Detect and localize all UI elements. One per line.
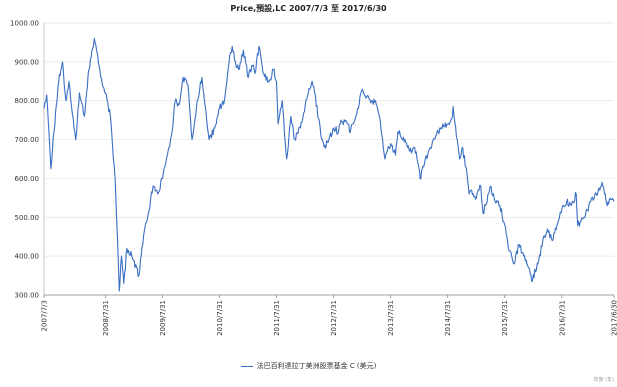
axes	[43, 23, 615, 298]
y-tick-label: 500.00	[15, 214, 40, 222]
y-tick-label: 400.00	[15, 253, 40, 261]
x-tick-label: 2010/7/31	[216, 300, 224, 336]
series-layer	[43, 37, 615, 292]
x-tick-label: 2017/6/30	[611, 300, 617, 336]
y-tick-label: 600.00	[15, 175, 40, 183]
x-tick-label: 2015/7/31	[501, 300, 509, 336]
y-tick-label: 300.00	[15, 292, 40, 300]
y-tick-label: 800.00	[15, 97, 40, 105]
x-tick-label: 2014/7/31	[444, 300, 452, 336]
y-tick-label: 1000.00	[10, 20, 39, 28]
legend-label: 法巴百利達拉丁美洲股票基金 C (美元)	[256, 362, 377, 370]
x-tick-label: 2009/7/31	[159, 300, 167, 336]
y-tick-label: 900.00	[15, 58, 40, 66]
x-tick-label: 2013/7/31	[387, 300, 395, 336]
x-tick-label: 2008/7/31	[102, 300, 110, 336]
y-tick-label: 700.00	[15, 136, 40, 144]
x-tick-label: 2011/7/31	[273, 300, 281, 336]
chart-title: Price,預設,LC 2007/7/3 至 2017/6/30	[230, 4, 387, 13]
legend-swatch	[240, 365, 253, 367]
tick-labels: 300.00 400.00 500.00 600.00 700.00 800.00 900.…	[10, 20, 617, 336]
legend[interactable]: 法巴百利達拉丁美洲股票基金 C (美元)	[0, 361, 617, 371]
series-line	[43, 37, 615, 292]
x-tick-label: 2012/7/31	[330, 300, 338, 336]
x-tick-label: 2016/7/31	[558, 300, 566, 336]
footer-note: 年度 (年)	[593, 377, 615, 383]
x-tick-label: 2007/7/3	[41, 300, 49, 331]
